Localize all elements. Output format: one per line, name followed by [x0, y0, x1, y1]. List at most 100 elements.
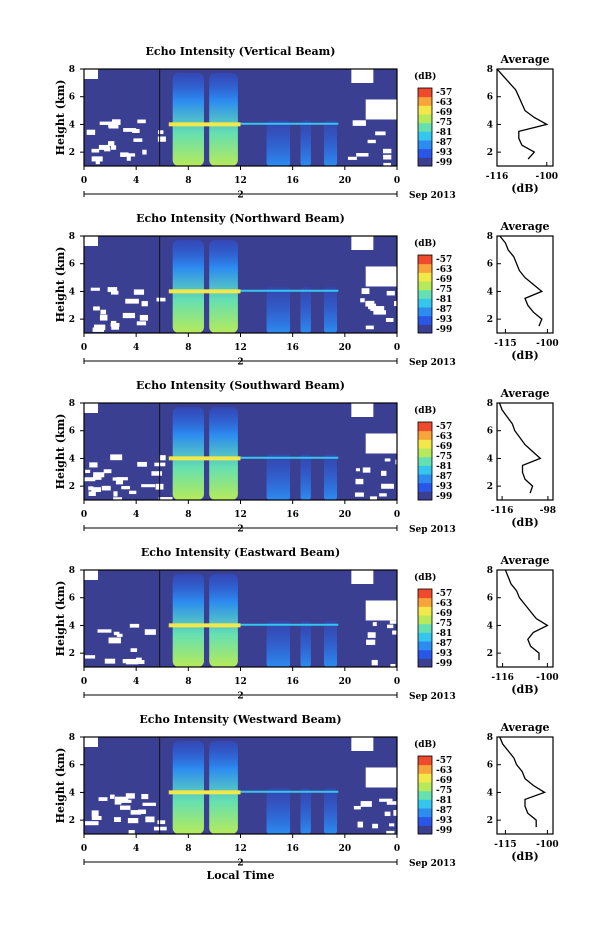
no-data-cell — [89, 462, 98, 468]
x-tick-label: 20 — [339, 677, 352, 687]
no-data-cell — [97, 629, 112, 633]
no-data-cell — [361, 288, 370, 295]
x-tick-label: 16 — [286, 677, 299, 687]
y-tick-label: 6 — [69, 761, 75, 771]
colorbar-tick-label: -75 — [436, 285, 452, 295]
no-data-cell — [107, 141, 115, 147]
average-x-tick-label: -116 — [491, 673, 514, 683]
echo-column — [209, 741, 238, 834]
colorbar-unit: (dB) — [414, 405, 436, 416]
no-data-cell — [380, 470, 387, 476]
x-tick-label: 4 — [133, 844, 139, 854]
no-data-cell — [115, 478, 124, 485]
no-data-cell — [101, 485, 111, 491]
x-tick-label: 0 — [81, 677, 87, 687]
no-data-cell — [93, 306, 100, 311]
bright-layer — [240, 790, 339, 793]
no-data-cell — [144, 629, 156, 635]
colorbar-swatch — [418, 140, 432, 150]
no-data-cell — [129, 490, 137, 495]
colorbar-swatch — [418, 255, 432, 265]
y-tick-label: 6 — [69, 260, 75, 270]
no-data-cell — [99, 314, 108, 321]
no-data-cell — [157, 820, 166, 825]
no-data-cell — [108, 637, 121, 644]
colorbar-swatch — [418, 623, 432, 633]
average-y-tick-label: 6 — [487, 260, 493, 270]
average-y-tick-label: 2 — [487, 649, 493, 659]
no-data-cell — [389, 620, 397, 624]
y-axis-label: Height (km) — [54, 247, 67, 323]
average-panel: Average 2 4 6 8 -116 -100(dB) — [487, 554, 559, 696]
no-data-cell — [130, 648, 138, 652]
no-data-cell — [386, 801, 401, 805]
colorbar-swatch — [418, 307, 432, 317]
colorbar-swatch — [418, 782, 432, 792]
panel-title: Echo Intensity (Eastward Beam) — [141, 546, 340, 559]
no-data-cell — [91, 815, 102, 820]
x-tick-label: 4 — [133, 343, 139, 353]
echo-column — [266, 621, 291, 667]
no-data-cell — [368, 303, 377, 310]
colorbar-frame — [417, 254, 433, 334]
echo-column — [323, 120, 338, 166]
no-data-cell — [351, 403, 374, 417]
heatmap — [84, 737, 414, 836]
no-data-cell — [119, 805, 131, 810]
colorbar-tick-label: -75 — [436, 452, 452, 462]
no-data-cell — [351, 236, 374, 250]
x-tick-label: 0 — [81, 343, 87, 353]
average-y-tick-label: 4 — [487, 788, 493, 798]
no-data-cell — [362, 467, 371, 473]
average-x-tick-label: -116 — [486, 172, 509, 182]
echo-column — [209, 73, 238, 166]
day-marker: 2 — [237, 191, 243, 201]
no-data-cell — [384, 811, 391, 817]
no-data-cell — [133, 289, 145, 295]
no-data-cell — [372, 622, 377, 627]
y-tick-label: 6 — [69, 427, 75, 437]
no-data-cell — [115, 796, 129, 801]
no-data-cell — [386, 290, 395, 296]
y-tick-label: 2 — [69, 148, 75, 158]
no-data-cell — [85, 821, 99, 826]
average-x-label: (dB) — [511, 182, 538, 195]
panel-title: Echo Intensity (Southward Beam) — [136, 379, 345, 392]
no-data-cell — [373, 310, 387, 315]
average-profile-line — [499, 235, 544, 327]
panel-5: Echo Intensity (Westward Beam)2468Height… — [54, 713, 559, 869]
no-data-cell — [85, 469, 91, 474]
no-data-cell — [103, 469, 112, 474]
colorbar-swatch — [418, 649, 432, 659]
heatmap — [84, 570, 414, 669]
colorbar-tick-label: -57 — [436, 88, 452, 98]
x-tick-label: 8 — [185, 343, 191, 353]
heatmap-background — [84, 403, 397, 500]
no-data-cell — [123, 128, 137, 132]
colorbar-unit: (dB) — [414, 739, 436, 750]
no-data-cell — [126, 153, 136, 157]
y-axis-label: Height (km) — [54, 414, 67, 490]
no-data-cell — [93, 324, 106, 331]
no-data-cell — [355, 468, 361, 472]
no-data-cell — [365, 433, 414, 454]
colorbar-tick-label: -69 — [436, 609, 452, 619]
no-data-cell — [88, 486, 94, 491]
colorbar-tick-label: -87 — [436, 806, 452, 816]
no-data-cell — [136, 657, 142, 662]
colorbar-tick-label: -63 — [436, 766, 452, 776]
colorbar-swatch — [418, 790, 432, 800]
y-tick-label: 2 — [69, 649, 75, 659]
average-frame — [496, 569, 554, 668]
colorbar-swatch — [418, 105, 432, 115]
heatmap — [84, 403, 414, 502]
x-tick-label: 4 — [133, 510, 139, 520]
panel-1: Echo Intensity (Vertical Beam)2468Height… — [54, 45, 558, 201]
no-data-cell — [383, 162, 391, 168]
bright-layer — [168, 122, 241, 127]
no-data-cell — [347, 156, 357, 160]
bright-layer — [168, 623, 241, 628]
colorbar-tick-label: -81 — [436, 796, 452, 806]
colorbar-tick-label: -93 — [436, 816, 452, 826]
